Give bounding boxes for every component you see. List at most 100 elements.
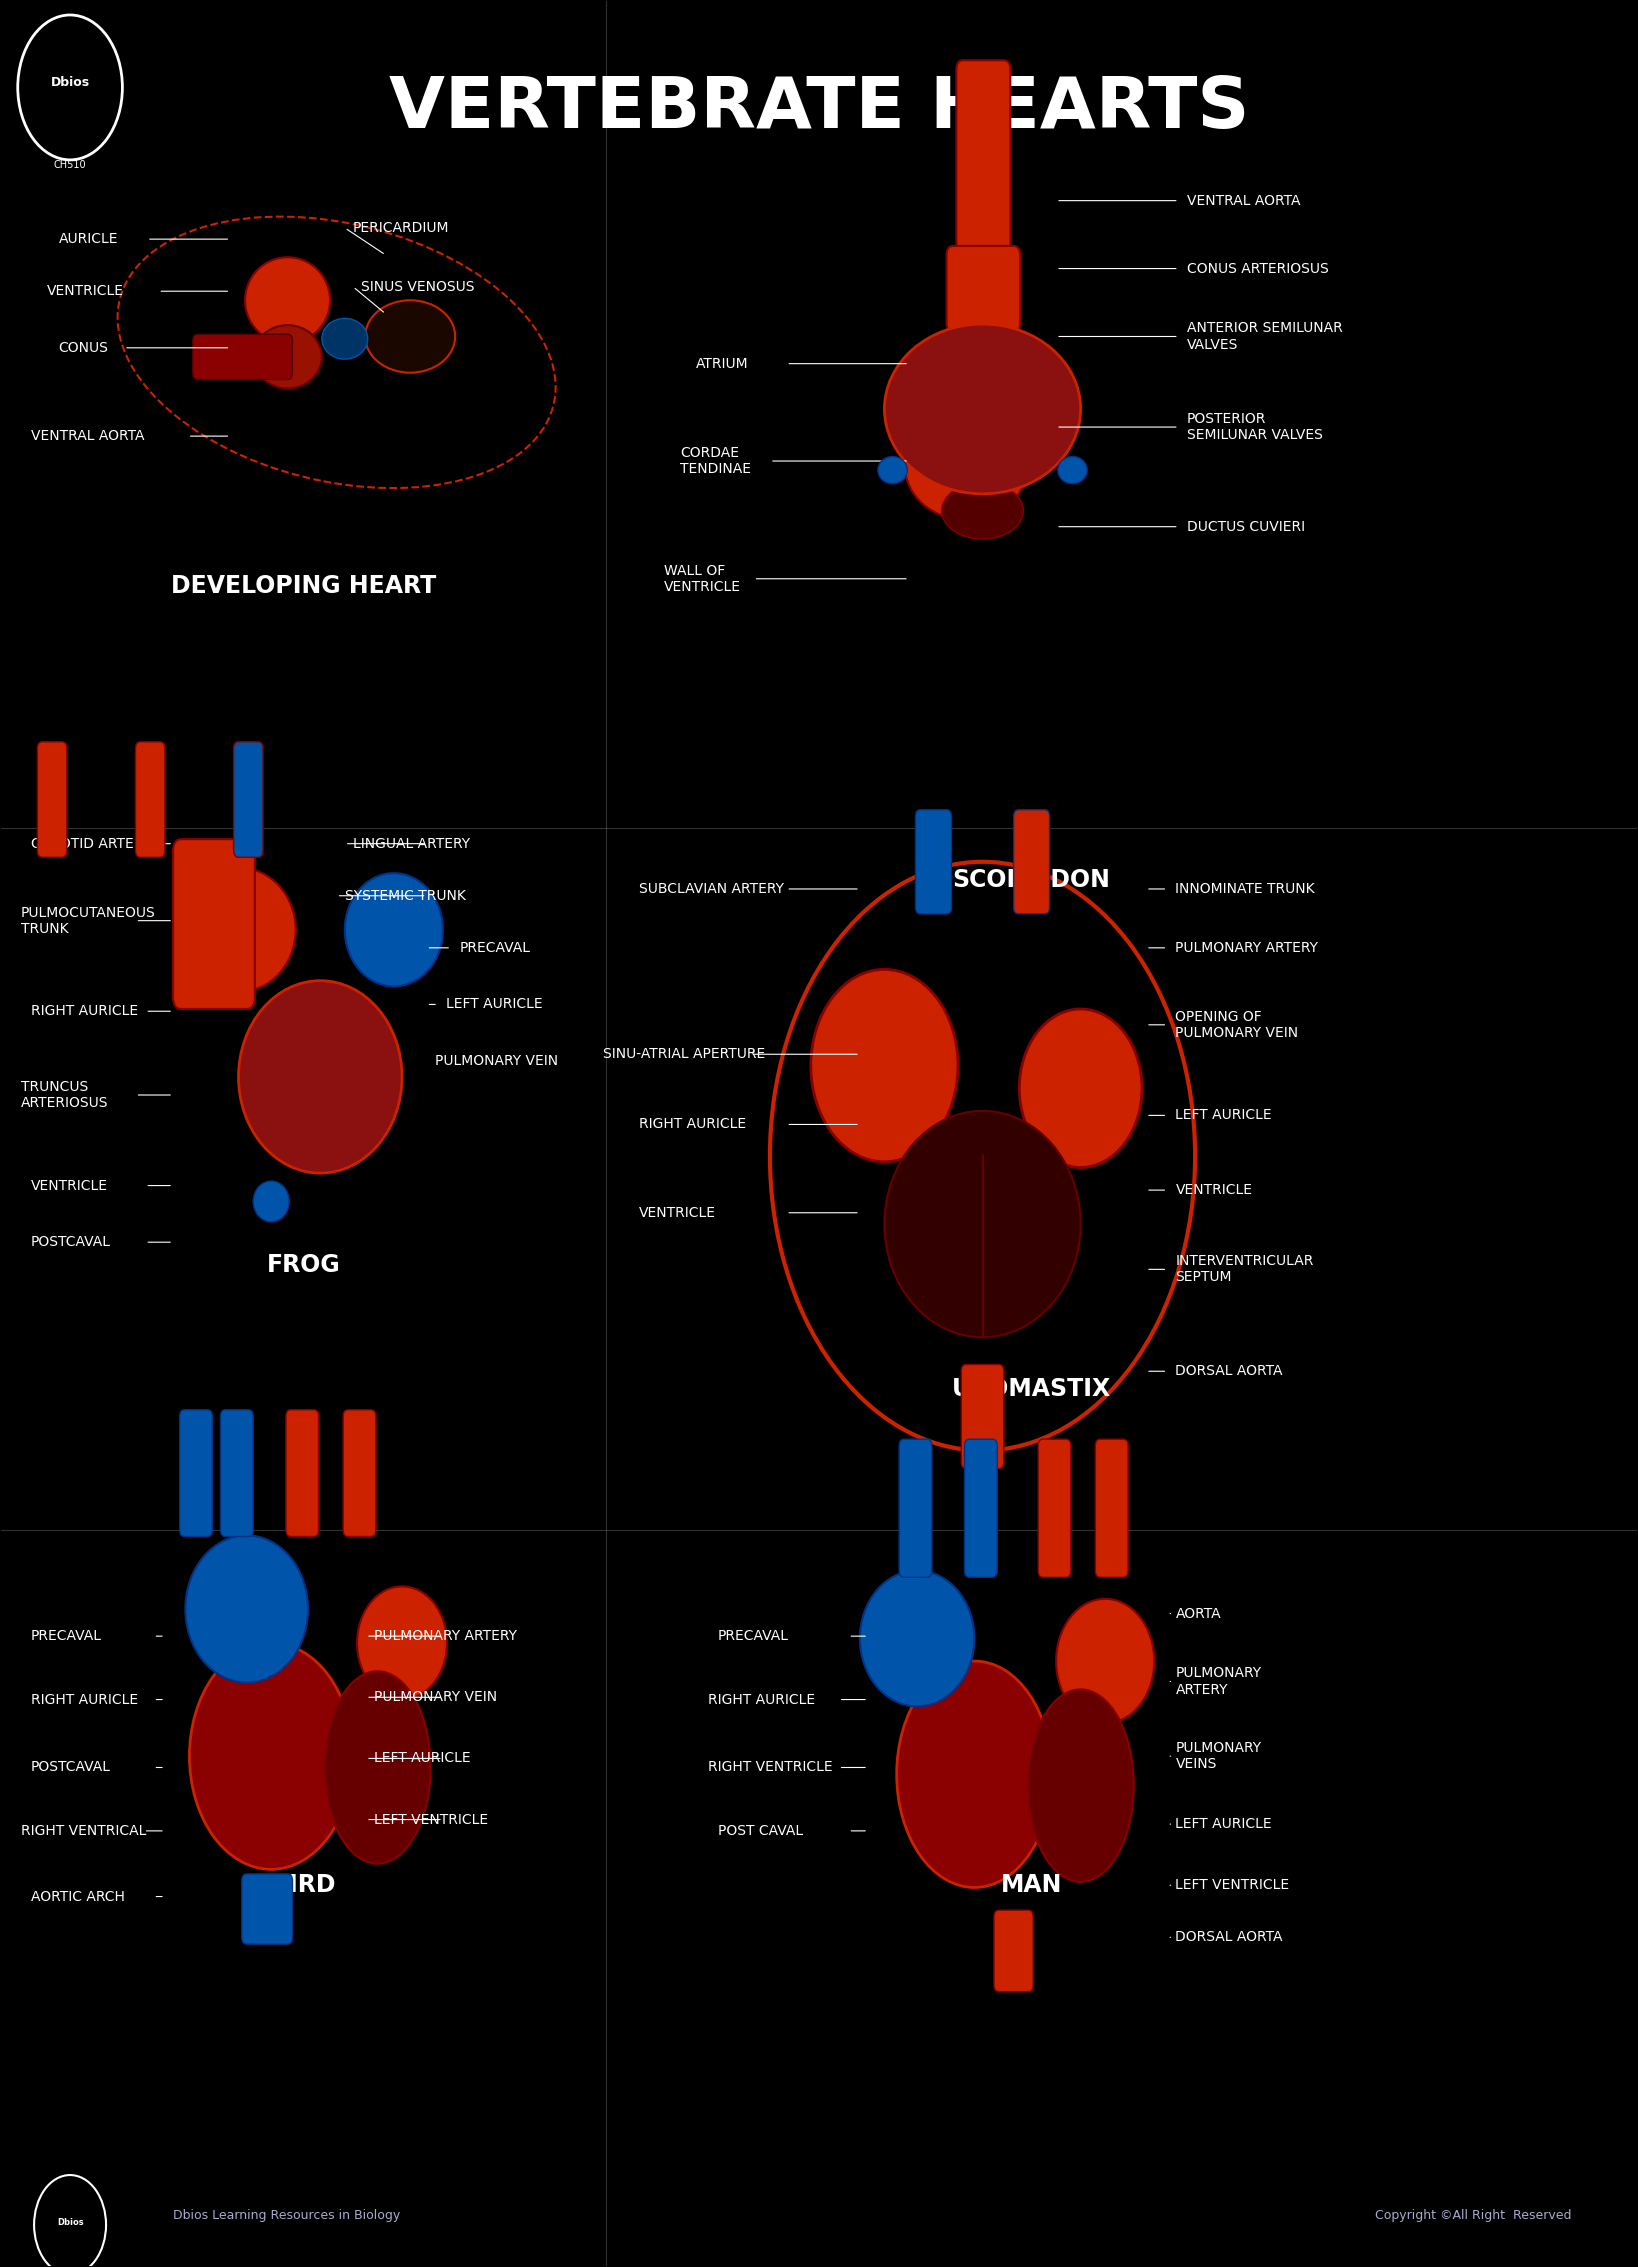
Text: POSTERIOR
SEMILUNAR VALVES: POSTERIOR SEMILUNAR VALVES <box>1188 413 1324 442</box>
Text: RIGHT AURICLE: RIGHT AURICLE <box>639 1118 747 1131</box>
Ellipse shape <box>885 1111 1081 1338</box>
Ellipse shape <box>324 1671 431 1863</box>
Ellipse shape <box>239 982 401 1172</box>
Text: ANTERIOR SEMILUNAR
VALVES: ANTERIOR SEMILUNAR VALVES <box>1188 322 1343 351</box>
Text: RIGHT AURICLE: RIGHT AURICLE <box>31 1693 138 1707</box>
Circle shape <box>18 16 123 161</box>
Text: PULMONARY
ARTERY: PULMONARY ARTERY <box>1176 1666 1261 1696</box>
Text: INNOMINATE TRUNK: INNOMINATE TRUNK <box>1176 882 1315 895</box>
Ellipse shape <box>254 1181 290 1222</box>
Text: SYSTEMIC TRUNK: SYSTEMIC TRUNK <box>344 889 465 902</box>
Ellipse shape <box>1058 456 1088 483</box>
Ellipse shape <box>357 1587 447 1700</box>
Text: LEFT VENTRICLE: LEFT VENTRICLE <box>1176 1879 1289 1893</box>
Text: VENTRICLE: VENTRICLE <box>48 283 124 299</box>
Text: DORSAL AORTA: DORSAL AORTA <box>1176 1365 1283 1378</box>
Text: SUBCLAVIAN ARTERY: SUBCLAVIAN ARTERY <box>639 882 785 895</box>
Text: CORDAE
TENDINAE: CORDAE TENDINAE <box>680 447 750 476</box>
FancyBboxPatch shape <box>287 1410 319 1537</box>
Text: Dbios: Dbios <box>57 2217 84 2226</box>
FancyBboxPatch shape <box>234 741 264 857</box>
Text: DEVELOPING HEART: DEVELOPING HEART <box>172 574 437 598</box>
FancyBboxPatch shape <box>193 333 293 379</box>
Text: PULMONARY ARTERY: PULMONARY ARTERY <box>1176 941 1319 954</box>
Text: CAROTID ARTERY: CAROTID ARTERY <box>31 837 151 850</box>
Text: OPENING OF
PULMONARY VEIN: OPENING OF PULMONARY VEIN <box>1176 1009 1299 1041</box>
Text: PULMONARY ARTERY: PULMONARY ARTERY <box>373 1630 518 1644</box>
FancyBboxPatch shape <box>957 61 1011 270</box>
Text: POST CAVAL: POST CAVAL <box>717 1825 803 1839</box>
Text: VENTRICLE: VENTRICLE <box>639 1206 716 1220</box>
Text: PULMONARY
VEINS: PULMONARY VEINS <box>1176 1741 1261 1771</box>
Text: PRECAVAL: PRECAVAL <box>31 1630 102 1644</box>
FancyBboxPatch shape <box>1096 1440 1129 1578</box>
Text: DORSAL AORTA: DORSAL AORTA <box>1176 1929 1283 1945</box>
Circle shape <box>34 2174 106 2267</box>
Text: MAN: MAN <box>1001 1873 1063 1897</box>
Text: RIGHT AURICLE: RIGHT AURICLE <box>31 1004 138 1018</box>
Text: PULMOCUTANEOUS
TRUNK: PULMOCUTANEOUS TRUNK <box>21 905 156 936</box>
Text: Dbios: Dbios <box>51 77 90 88</box>
Text: SINUS VENOSUS: SINUS VENOSUS <box>360 279 475 295</box>
Ellipse shape <box>885 324 1081 494</box>
FancyBboxPatch shape <box>221 1410 254 1537</box>
Text: PRECAVAL: PRECAVAL <box>717 1630 788 1644</box>
FancyBboxPatch shape <box>1038 1440 1071 1578</box>
Text: ATRIUM: ATRIUM <box>696 356 749 372</box>
Text: VENTRAL AORTA: VENTRAL AORTA <box>31 428 144 442</box>
Text: DUCTUS CUVIERI: DUCTUS CUVIERI <box>1188 519 1305 533</box>
Text: VENTRICLE: VENTRICLE <box>31 1179 108 1192</box>
Text: Dbios Learning Resources in Biology: Dbios Learning Resources in Biology <box>174 2210 400 2222</box>
Ellipse shape <box>904 410 1027 519</box>
Ellipse shape <box>190 1644 352 1870</box>
Ellipse shape <box>1019 1009 1142 1168</box>
Ellipse shape <box>185 1535 308 1682</box>
Ellipse shape <box>344 873 442 986</box>
FancyBboxPatch shape <box>899 1440 932 1578</box>
Text: CONUS: CONUS <box>59 340 108 356</box>
FancyBboxPatch shape <box>947 245 1020 331</box>
FancyBboxPatch shape <box>342 1410 375 1537</box>
FancyBboxPatch shape <box>136 741 165 857</box>
Text: AORTA: AORTA <box>1176 1607 1220 1621</box>
Text: CH510: CH510 <box>54 161 87 170</box>
Ellipse shape <box>811 970 958 1161</box>
Text: SCOLIODON: SCOLIODON <box>953 868 1111 891</box>
Text: LEFT VENTRICLE: LEFT VENTRICLE <box>373 1814 488 1827</box>
FancyBboxPatch shape <box>1014 809 1050 914</box>
Text: PULMONARY VEIN: PULMONARY VEIN <box>373 1691 498 1705</box>
Ellipse shape <box>942 483 1024 540</box>
FancyBboxPatch shape <box>38 741 67 857</box>
Text: FROG: FROG <box>267 1254 341 1276</box>
Text: VERTEBRATE HEARTS: VERTEBRATE HEARTS <box>388 75 1250 143</box>
Ellipse shape <box>860 1571 975 1707</box>
Text: PRECAVAL: PRECAVAL <box>459 941 531 954</box>
Ellipse shape <box>896 1662 1052 1888</box>
Ellipse shape <box>1057 1598 1155 1723</box>
Text: Copyright ©All Right  Reserved: Copyright ©All Right Reserved <box>1374 2210 1571 2222</box>
Text: LEFT AURICLE: LEFT AURICLE <box>446 997 542 1011</box>
Text: LINGUAL ARTERY: LINGUAL ARTERY <box>352 837 470 850</box>
Ellipse shape <box>182 868 296 993</box>
Text: PULMONARY VEIN: PULMONARY VEIN <box>434 1054 559 1068</box>
Text: POSTCAVAL: POSTCAVAL <box>31 1761 111 1775</box>
Ellipse shape <box>323 317 367 358</box>
Ellipse shape <box>254 324 323 388</box>
Ellipse shape <box>1027 1689 1133 1882</box>
Text: VENTRAL AORTA: VENTRAL AORTA <box>1188 193 1301 209</box>
Text: LEFT AURICLE: LEFT AURICLE <box>373 1752 470 1766</box>
Text: BIRD: BIRD <box>272 1873 336 1897</box>
FancyBboxPatch shape <box>174 839 256 1009</box>
Text: LEFT AURICLE: LEFT AURICLE <box>1176 1109 1273 1122</box>
FancyBboxPatch shape <box>965 1440 998 1578</box>
Text: AURICLE: AURICLE <box>59 231 118 247</box>
Text: WALL OF
VENTRICLE: WALL OF VENTRICLE <box>663 564 740 594</box>
Text: PERICARDIUM: PERICARDIUM <box>352 220 449 236</box>
Text: RIGHT VENTRICAL: RIGHT VENTRICAL <box>21 1825 146 1839</box>
Ellipse shape <box>246 256 331 342</box>
Text: RIGHT VENTRICLE: RIGHT VENTRICLE <box>708 1761 832 1775</box>
Text: AORTIC ARCH: AORTIC ARCH <box>31 1888 124 1904</box>
FancyBboxPatch shape <box>180 1410 213 1537</box>
Text: SINU-ATRIAL APERTURE: SINU-ATRIAL APERTURE <box>603 1047 765 1061</box>
Text: UROMASTIX: UROMASTIX <box>952 1378 1111 1401</box>
